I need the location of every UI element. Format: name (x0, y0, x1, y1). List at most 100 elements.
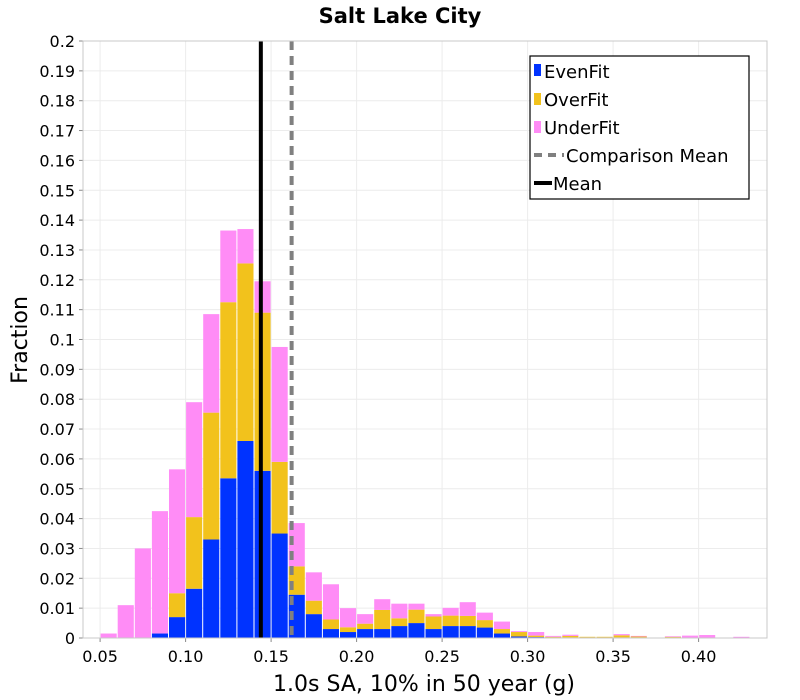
bar-evenfit (391, 626, 408, 638)
bar-underfit (699, 635, 716, 638)
y-tick-label: 0 (65, 629, 75, 648)
bar-evenfit (357, 629, 374, 638)
bar-underfit (305, 572, 322, 601)
bar-evenfit (459, 626, 476, 638)
bar-evenfit (442, 626, 459, 638)
bar-overfit (391, 618, 408, 627)
bar-overfit (271, 461, 288, 534)
bar-evenfit (186, 588, 203, 638)
bar-underfit (733, 636, 750, 638)
bar-overfit (493, 629, 510, 634)
bar-evenfit (425, 629, 442, 638)
x-axis-ticks: 0.05 0.10 0.15 0.20 0.25 0.30 0.35 0.40 (82, 638, 716, 666)
y-tick-label: 0.16 (39, 151, 75, 170)
legend-swatch-evenfit (534, 64, 541, 76)
bar-overfit (562, 635, 579, 638)
legend: EvenFit OverFit UnderFit Comparison Mean… (529, 55, 750, 200)
bar-overfit (476, 620, 493, 628)
bar-overfit (340, 627, 357, 633)
bar-underfit (220, 230, 237, 303)
legend-box (529, 55, 750, 200)
y-axis-ticks: 0 0.01 0.02 0.03 0.04 0.05 0.06 0.07 0.08 0.09 0.1… (39, 32, 83, 648)
bar-evenfit (322, 629, 339, 638)
bar-underfit (511, 631, 528, 633)
x-tick-label: 0.10 (168, 647, 204, 666)
bar-underfit (664, 636, 681, 637)
y-tick-label: 0.02 (39, 569, 75, 588)
bar-underfit (476, 612, 493, 621)
bar-underfit (682, 635, 699, 638)
bar-underfit (100, 633, 117, 638)
y-axis-label: Fraction (8, 296, 33, 384)
bar-overfit (664, 636, 681, 638)
bar-underfit (630, 635, 647, 637)
bar-underfit (203, 314, 220, 413)
bar-evenfit (203, 539, 220, 638)
bar-overfit (630, 636, 647, 638)
bar-underfit (562, 634, 579, 636)
legend-swatch-underfit (534, 121, 541, 133)
bar-underfit (459, 602, 476, 616)
legend-label-comparison-mean: Comparison Mean (566, 146, 729, 167)
bar-overfit (511, 632, 528, 637)
bars-group (100, 229, 750, 638)
bar-overfit (169, 593, 186, 618)
bar-overfit (459, 615, 476, 627)
legend-label-overfit: OverFit (544, 90, 608, 111)
y-tick-label: 0.18 (39, 92, 75, 111)
bar-overfit (613, 635, 630, 638)
bar-evenfit (271, 533, 288, 638)
x-tick-label: 0.30 (510, 647, 546, 666)
bar-evenfit (340, 632, 357, 638)
bar-underfit (425, 614, 442, 617)
y-tick-label: 0.12 (39, 271, 75, 290)
bar-underfit (408, 603, 425, 610)
x-tick-label: 0.40 (681, 647, 717, 666)
y-tick-label: 0.04 (39, 510, 75, 529)
bar-evenfit (151, 633, 168, 638)
bar-underfit (117, 605, 134, 638)
x-tick-label: 0.05 (82, 647, 118, 666)
y-tick-label: 0.05 (39, 480, 75, 499)
legend-label-mean: Mean (553, 174, 602, 195)
y-tick-label: 0.01 (39, 599, 75, 618)
bar-overfit (545, 636, 562, 638)
bar-underfit (493, 621, 510, 630)
bar-underfit (340, 608, 357, 628)
bar-underfit (186, 402, 203, 518)
x-tick-label: 0.35 (595, 647, 631, 666)
bar-overfit (596, 636, 613, 638)
bar-evenfit (511, 636, 528, 638)
plot-frame (82, 40, 768, 639)
bar-underfit (391, 603, 408, 619)
bar-overfit (408, 609, 425, 624)
bar-evenfit (374, 629, 391, 638)
bar-evenfit (305, 614, 322, 638)
bar-underfit (442, 607, 459, 616)
x-axis-label: 1.0s SA, 10% in 50 year (g) (273, 672, 575, 697)
y-tick-label: 0.2 (50, 32, 75, 51)
bar-evenfit (220, 478, 237, 638)
y-tick-label: 0.17 (39, 122, 75, 141)
bar-evenfit (476, 627, 493, 638)
y-tick-label: 0.11 (39, 301, 75, 320)
bar-underfit (134, 548, 151, 638)
bar-underfit (169, 469, 186, 594)
y-tick-label: 0.08 (39, 390, 75, 409)
y-tick-label: 0.06 (39, 450, 75, 469)
legend-label-underfit: UnderFit (544, 118, 620, 139)
bar-overfit (579, 636, 596, 638)
bar-overfit (203, 412, 220, 540)
bar-underfit (357, 614, 374, 624)
bar-overfit (237, 263, 254, 441)
bar-evenfit (237, 440, 254, 638)
legend-label-evenfit: EvenFit (544, 62, 610, 83)
y-tick-label: 0.09 (39, 360, 75, 379)
x-tick-label: 0.20 (339, 647, 375, 666)
x-tick-label: 0.25 (424, 647, 460, 666)
y-tick-label: 0.03 (39, 539, 75, 558)
y-tick-label: 0.07 (39, 420, 75, 439)
bar-overfit (374, 609, 391, 630)
bar-underfit (528, 632, 545, 636)
